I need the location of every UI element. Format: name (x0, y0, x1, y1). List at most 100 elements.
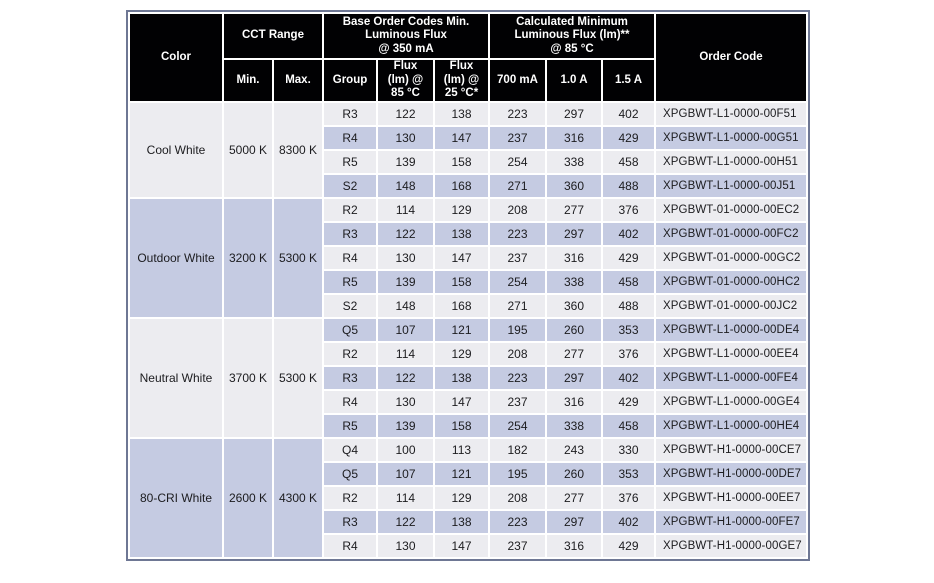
table-row: R2 114 129 208 277 376 XPGBWT-L1-0000-00… (130, 342, 806, 365)
flux-25c-cell: 168 (435, 294, 488, 317)
flux-85c-cell: 122 (378, 366, 433, 389)
table-row: 80-CRI White 2600 K 4300 K Q4 100 113 18… (130, 438, 806, 557)
order-code-cell: XPGBWT-L1-0000-00J51 (656, 174, 806, 197)
color-group-cell: Cool White (130, 102, 222, 197)
table-row: Outdoor White 3200 K 5300 K R2 114 129 2… (130, 198, 806, 317)
order-code-cell: XPGBWT-01-0000-00FC2 (656, 222, 806, 245)
flux-1a-cell: 316 (547, 126, 601, 149)
flux-1p5a-cell: 429 (603, 390, 654, 413)
group-cell: R2 (324, 486, 376, 509)
flux-85c-cell: 122 (378, 102, 433, 125)
flux-1p5a-cell: 353 (603, 318, 654, 341)
flux-85c-cell: 130 (378, 534, 433, 557)
table-row: R3 122 138 223 297 402 XPGBWT-L1-0000-00… (130, 366, 806, 389)
flux-1p5a-cell: 488 (603, 174, 654, 197)
flux-25c-cell: 168 (435, 174, 488, 197)
order-code-cell: XPGBWT-L1-0000-00HE4 (656, 414, 806, 437)
order-code-cell: XPGBWT-L1-0000-00GE4 (656, 390, 806, 413)
flux-25c-cell: 129 (435, 342, 488, 365)
flux-85c-cell: 139 (378, 270, 433, 293)
flux-1a-cell: 277 (547, 486, 601, 509)
group-cell: R2 (324, 198, 376, 221)
flux-700ma-cell: 237 (490, 534, 545, 557)
order-code-cell: XPGBWT-L1-0000-00F51 (656, 102, 806, 125)
order-code-cell: XPGBWT-01-0000-00HC2 (656, 270, 806, 293)
column-header-1-5a: 1.5 A (603, 60, 654, 101)
table-row: R5 139 158 254 338 458 XPGBWT-01-0000-00… (130, 270, 806, 293)
flux-85c-cell: 148 (378, 174, 433, 197)
flux-25c-cell: 147 (435, 246, 488, 269)
flux-25c-cell: 158 (435, 270, 488, 293)
flux-85c-cell: 107 (378, 462, 433, 485)
flux-1p5a-cell: 353 (603, 462, 654, 485)
flux-85c-cell: 107 (378, 318, 433, 341)
flux-1p5a-cell: 429 (603, 534, 654, 557)
flux-1a-cell: 316 (547, 534, 601, 557)
flux-25c-cell: 121 (435, 462, 488, 485)
color-group-cell: 80-CRI White (130, 438, 222, 557)
flux-700ma-cell: 237 (490, 126, 545, 149)
order-code-cell: XPGBWT-H1-0000-00FE7 (656, 510, 806, 533)
table-row: S2 148 168 271 360 488 XPGBWT-01-0000-00… (130, 294, 806, 317)
flux-25c-cell: 158 (435, 414, 488, 437)
table-row: Q5 107 121 195 260 353 XPGBWT-H1-0000-00… (130, 462, 806, 485)
flux-1p5a-cell: 488 (603, 294, 654, 317)
cct-min-cell: 5000 K (224, 102, 272, 197)
flux-25c-cell: 138 (435, 222, 488, 245)
flux-1p5a-cell: 402 (603, 366, 654, 389)
group-cell: R3 (324, 102, 376, 125)
flux-1p5a-cell: 376 (603, 486, 654, 509)
flux-25c-cell: 113 (435, 438, 488, 461)
column-header-flux-25c: Flux (lm) @ 25 °C* (435, 60, 488, 101)
flux-25c-cell: 158 (435, 150, 488, 173)
flux-700ma-cell: 223 (490, 222, 545, 245)
group-cell: R4 (324, 126, 376, 149)
flux-1a-cell: 297 (547, 222, 601, 245)
cct-min-cell: 3700 K (224, 318, 272, 437)
flux-25c-cell: 129 (435, 198, 488, 221)
flux-1p5a-cell: 402 (603, 510, 654, 533)
table-row: Cool White 5000 K 8300 K R3 122 138 223 … (130, 102, 806, 197)
column-header-max: Max. (274, 60, 322, 101)
column-header-order-code: Order Code (656, 14, 806, 101)
flux-1a-cell: 316 (547, 246, 601, 269)
order-code-cell: XPGBWT-H1-0000-00DE7 (656, 462, 806, 485)
cct-min-cell: 2600 K (224, 438, 272, 557)
cct-max-cell: 5300 K (274, 198, 322, 317)
flux-700ma-cell: 195 (490, 462, 545, 485)
flux-1a-cell: 260 (547, 462, 601, 485)
flux-85c-cell: 122 (378, 222, 433, 245)
table-row: R4 130 147 237 316 429 XPGBWT-01-0000-00… (130, 246, 806, 269)
flux-85c-cell: 114 (378, 342, 433, 365)
flux-700ma-cell: 237 (490, 390, 545, 413)
order-code-cell: XPGBWT-L1-0000-00FE4 (656, 366, 806, 389)
group-cell: Q5 (324, 318, 376, 341)
flux-1p5a-cell: 402 (603, 222, 654, 245)
flux-85c-cell: 139 (378, 150, 433, 173)
order-code-cell: XPGBWT-L1-0000-00DE4 (656, 318, 806, 341)
order-code-cell: XPGBWT-01-0000-00JC2 (656, 294, 806, 317)
column-header-color: Color (130, 14, 222, 101)
flux-1a-cell: 297 (547, 366, 601, 389)
flux-1a-cell: 316 (547, 390, 601, 413)
flux-25c-cell: 138 (435, 102, 488, 125)
table-row: R5 139 158 254 338 458 XPGBWT-L1-0000-00… (130, 414, 806, 437)
column-header-group: Group (324, 60, 376, 101)
cct-max-cell: 5300 K (274, 318, 322, 437)
flux-85c-cell: 139 (378, 414, 433, 437)
flux-1a-cell: 338 (547, 150, 601, 173)
group-cell: S2 (324, 294, 376, 317)
color-group-cell: Outdoor White (130, 198, 222, 317)
order-code-cell: XPGBWT-L1-0000-00EE4 (656, 342, 806, 365)
flux-1a-cell: 360 (547, 294, 601, 317)
order-code-cell: XPGBWT-L1-0000-00H51 (656, 150, 806, 173)
cct-max-cell: 8300 K (274, 102, 322, 197)
flux-700ma-cell: 208 (490, 486, 545, 509)
group-cell: R3 (324, 510, 376, 533)
flux-25c-cell: 147 (435, 534, 488, 557)
flux-1a-cell: 360 (547, 174, 601, 197)
flux-25c-cell: 147 (435, 390, 488, 413)
flux-1p5a-cell: 429 (603, 126, 654, 149)
flux-700ma-cell: 271 (490, 294, 545, 317)
flux-1p5a-cell: 458 (603, 270, 654, 293)
